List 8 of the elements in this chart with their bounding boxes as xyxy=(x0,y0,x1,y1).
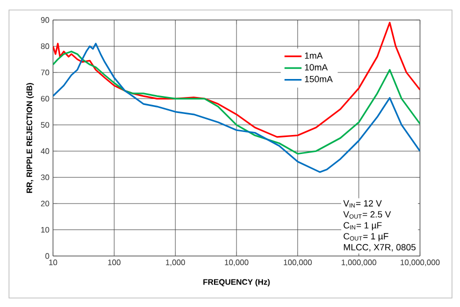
annotation: C$_{IN}$= 1 µF xyxy=(344,222,382,230)
legend-label: 150mA xyxy=(305,76,333,82)
annotation: MLCC, X7R, 0805 xyxy=(344,244,416,252)
annotation: V$_{IN}$= 12 V xyxy=(343,200,382,208)
annotation: V$_{OUT}$= 2.5 V xyxy=(343,211,391,219)
legend-label: 10mA xyxy=(305,64,328,71)
legend-label: 1mA xyxy=(305,52,323,59)
annotation: C$_{OUT}$= 1 µF xyxy=(344,233,388,242)
